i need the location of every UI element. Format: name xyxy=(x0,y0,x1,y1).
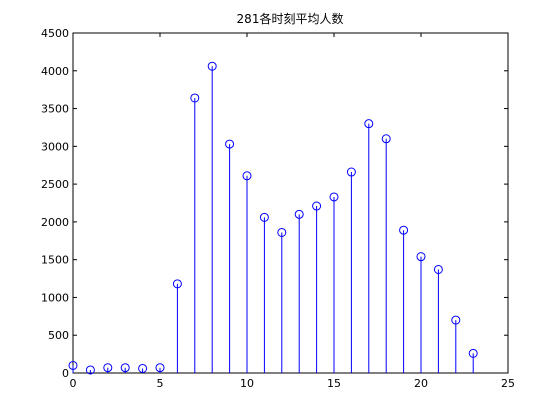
x-tick-label: 10 xyxy=(240,377,254,390)
stem-marker xyxy=(399,225,409,235)
stem-marker xyxy=(68,360,78,370)
y-tick-label: 2500 xyxy=(41,178,69,191)
x-tick-label: 5 xyxy=(157,377,164,390)
stem-marker xyxy=(138,363,148,373)
y-tick-label: 2000 xyxy=(41,216,69,229)
x-tick-label: 15 xyxy=(327,377,341,390)
stem-marker xyxy=(190,93,200,103)
stem-marker xyxy=(85,365,95,375)
y-tick-label: 1000 xyxy=(41,291,69,304)
stem-marker xyxy=(225,139,235,149)
axes-box xyxy=(72,32,509,374)
y-tick-label: 3000 xyxy=(41,140,69,153)
stem-marker xyxy=(155,363,165,373)
stem-marker xyxy=(346,167,356,177)
stem-marker xyxy=(259,212,269,222)
y-tick-label: 4500 xyxy=(41,27,69,40)
stem-marker xyxy=(207,61,217,71)
plot-area: 0 5 10 15 20 25 0 500 1000 1500 2000 2500 3000 3500 40… xyxy=(41,27,515,390)
y-tick-label: 3500 xyxy=(41,103,69,116)
x-tick-label: 20 xyxy=(414,377,428,390)
y-tick-label: 4000 xyxy=(41,65,69,78)
stem-marker xyxy=(242,171,252,181)
stem-marker xyxy=(312,201,322,211)
chart-title: 281各时刻平均人数 xyxy=(237,11,344,26)
stem-marker xyxy=(103,363,113,373)
x-tick-label: 0 xyxy=(70,377,77,390)
stem-marker xyxy=(277,227,287,237)
y-tick-label: 1500 xyxy=(41,254,69,267)
stem-marker xyxy=(120,363,130,373)
stem-marker xyxy=(329,192,339,202)
stem-marker xyxy=(416,252,426,262)
stem-marker xyxy=(294,209,304,219)
y-tick-label: 0 xyxy=(62,367,69,380)
x-tick-label: 25 xyxy=(501,377,515,390)
y-tick-label: 500 xyxy=(48,329,69,342)
stem-marker xyxy=(468,348,478,358)
stem-marker xyxy=(364,119,374,129)
stem-marker xyxy=(451,315,461,325)
stem-marker xyxy=(433,264,443,274)
stem-marker xyxy=(172,279,182,289)
stem-marker xyxy=(381,134,391,144)
